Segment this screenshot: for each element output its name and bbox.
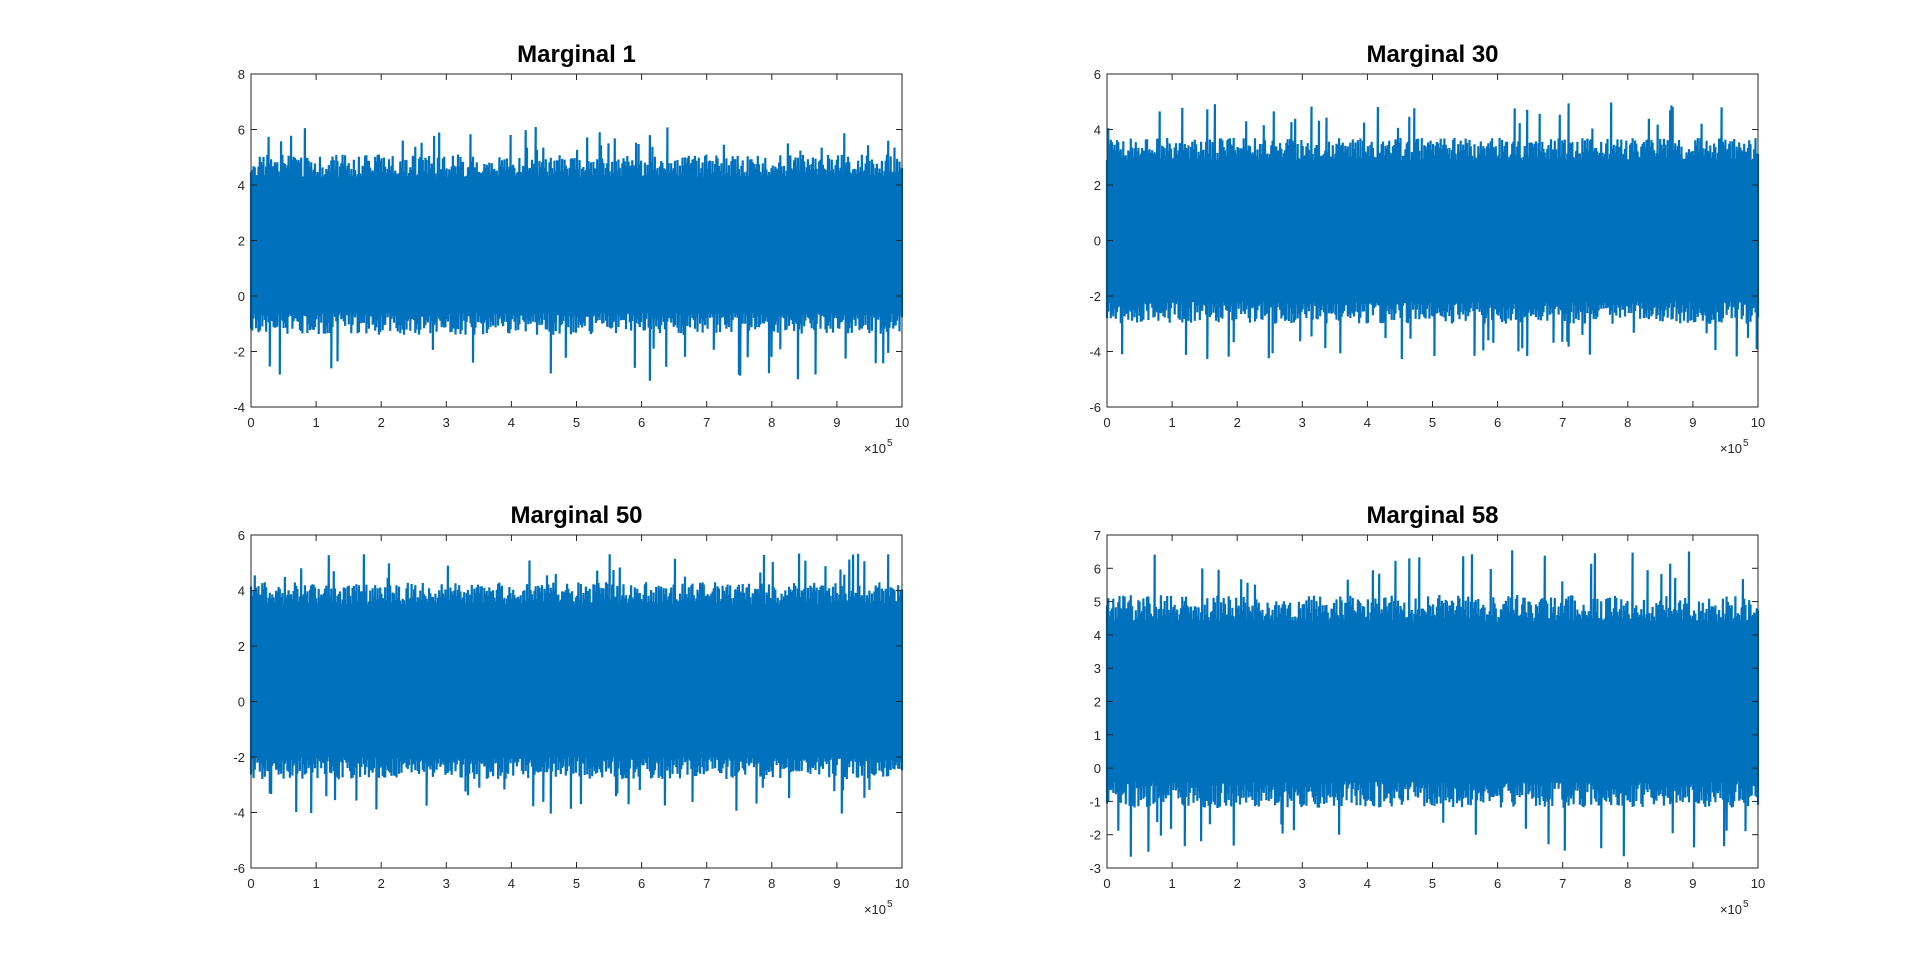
x-tick-label: 1	[312, 876, 319, 891]
x-tick-label: 7	[1559, 415, 1566, 430]
y-tick-label: -3	[1089, 861, 1101, 876]
y-tick-label: 0	[1094, 234, 1101, 249]
x-tick-label: 1	[312, 415, 319, 430]
x-exponent-label: ×10	[864, 902, 886, 917]
y-tick-label: 6	[238, 528, 245, 543]
x-exponent-label: ×10	[864, 441, 886, 456]
y-tick-label: -2	[233, 750, 245, 765]
y-tick-label: 5	[1094, 595, 1101, 610]
y-tick-label: 7	[1094, 528, 1101, 543]
subplot-title: Marginal 58	[1366, 502, 1498, 529]
series-line	[249, 553, 904, 814]
x-tick-label: 5	[573, 415, 580, 430]
x-tick-label: 3	[1299, 876, 1306, 891]
x-tick-label: 4	[508, 415, 515, 430]
y-tick-label: 0	[238, 289, 245, 304]
y-tick-label: -6	[233, 861, 245, 876]
x-tick-label: 2	[1234, 415, 1241, 430]
x-tick-label: 0	[1103, 415, 1110, 430]
x-exponent-label: ×10	[1720, 902, 1742, 917]
x-tick-label: 7	[1559, 876, 1566, 891]
subplot-title: Marginal 30	[1366, 41, 1498, 68]
y-tick-label: 1	[1094, 728, 1101, 743]
x-tick-label: 6	[1494, 415, 1501, 430]
y-tick-label: 2	[238, 234, 245, 249]
subplot-4: Marginal 58 0 1 2 3 4 5 6 7 8 9 10 -3 -2 -1 0 1 2 3 4 5 6 7 ×10…	[1089, 502, 1765, 917]
y-tick-label: -2	[1089, 289, 1101, 304]
x-tick-label: 0	[1103, 876, 1110, 891]
x-tick-label: 0	[247, 415, 254, 430]
y-tick-label: -4	[233, 400, 245, 415]
x-exponent-power: 5	[887, 438, 893, 449]
x-tick-label: 10	[1751, 876, 1765, 891]
y-tick-label: 4	[238, 584, 245, 599]
y-tick-label: 2	[238, 639, 245, 654]
x-tick-label: 8	[768, 415, 775, 430]
x-tick-label: 0	[247, 876, 254, 891]
x-tick-label: 9	[1689, 415, 1696, 430]
y-tick-label: 4	[238, 178, 245, 193]
y-tick-label: -2	[233, 345, 245, 360]
x-tick-label: 2	[378, 876, 385, 891]
x-tick-label: 10	[895, 876, 909, 891]
x-tick-label: 5	[573, 876, 580, 891]
y-tick-label: 6	[1094, 67, 1101, 82]
x-tick-label: 10	[895, 415, 909, 430]
y-tick-label: 4	[1094, 123, 1101, 138]
y-tick-label: 6	[238, 123, 245, 138]
x-tick-label: 1	[1168, 876, 1175, 891]
y-tick-label: -2	[1089, 828, 1101, 843]
x-exponent-power: 5	[1743, 438, 1749, 449]
x-tick-label: 10	[1751, 415, 1765, 430]
x-tick-label: 6	[638, 876, 645, 891]
x-tick-label: 7	[703, 415, 710, 430]
y-tick-label: 6	[1094, 561, 1101, 576]
x-tick-label: 2	[378, 415, 385, 430]
x-tick-label: 3	[443, 415, 450, 430]
y-tick-label: 8	[238, 67, 245, 82]
x-tick-label: 6	[638, 415, 645, 430]
y-tick-label: 0	[238, 695, 245, 710]
series-line	[1105, 102, 1760, 360]
x-tick-label: 3	[443, 876, 450, 891]
x-tick-label: 9	[833, 415, 840, 430]
y-tick-label: 2	[1094, 695, 1101, 710]
subplot-title: Marginal 50	[510, 502, 642, 529]
x-exponent-power: 5	[1743, 899, 1749, 910]
x-tick-label: 4	[508, 876, 515, 891]
x-exponent-label: ×10	[1720, 441, 1742, 456]
x-tick-label: 4	[1364, 415, 1371, 430]
y-tick-label: -6	[1089, 400, 1101, 415]
y-tick-label: 2	[1094, 178, 1101, 193]
x-tick-label: 3	[1299, 415, 1306, 430]
x-tick-label: 6	[1494, 876, 1501, 891]
y-tick-label: -4	[1089, 345, 1101, 360]
x-tick-label: 9	[1689, 876, 1696, 891]
x-tick-label: 8	[1624, 415, 1631, 430]
x-tick-label: 7	[703, 876, 710, 891]
x-tick-label: 9	[833, 876, 840, 891]
x-tick-label: 2	[1234, 876, 1241, 891]
x-exponent-power: 5	[887, 899, 893, 910]
x-tick-label: 5	[1429, 876, 1436, 891]
x-tick-label: 5	[1429, 415, 1436, 430]
x-tick-label: 1	[1168, 415, 1175, 430]
y-tick-label: -4	[233, 806, 245, 821]
y-tick-label: -1	[1089, 794, 1101, 809]
subplot-title: Marginal 1	[517, 41, 636, 68]
y-tick-label: 4	[1094, 628, 1101, 643]
series-line	[249, 126, 904, 381]
x-tick-label: 8	[768, 876, 775, 891]
y-tick-label: 0	[1094, 761, 1101, 776]
series-line	[1105, 550, 1760, 857]
x-tick-label: 4	[1364, 876, 1371, 891]
y-tick-label: 3	[1094, 661, 1101, 676]
x-tick-label: 8	[1624, 876, 1631, 891]
